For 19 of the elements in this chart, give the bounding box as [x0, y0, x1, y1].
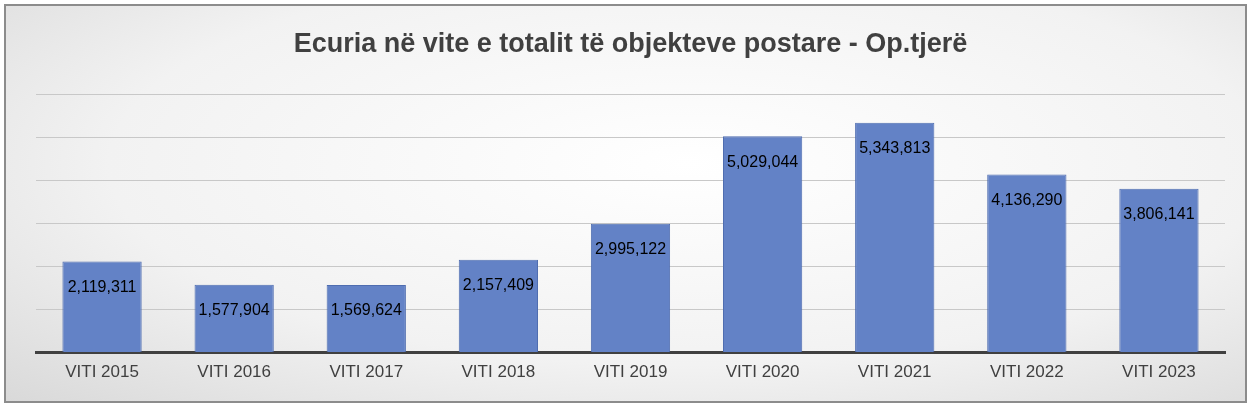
x-tick-label: VITI 2018	[461, 362, 536, 382]
x-tick-label: VITI 2015	[65, 362, 139, 382]
data-label: 2,119,311	[67, 277, 137, 295]
x-tick-label: VITI 2019	[593, 362, 668, 382]
x-tick-label: VITI 2020	[725, 362, 800, 382]
x-tick-label: VITI 2022	[989, 362, 1064, 382]
x-tick-label: VITI 2023	[1122, 362, 1196, 382]
data-label: 3,806,141	[1123, 205, 1195, 223]
data-label: 1,569,624	[330, 301, 402, 319]
data-label: 2,995,122	[594, 240, 667, 258]
x-tick-label: VITI 2017	[329, 362, 404, 382]
data-label: 2,157,409	[462, 276, 535, 294]
x-tick-label: VITI 2016	[197, 362, 272, 382]
x-tick-label: VITI 2021	[857, 362, 932, 382]
data-label: 5,343,813	[859, 139, 931, 157]
chart-title: Ecuria në vite e totalit të objekteve postare - Op.tjerë	[293, 27, 968, 58]
data-label: 1,577,904	[198, 301, 270, 319]
data-label: 5,029,044	[727, 152, 799, 170]
data-label: 4,136,290	[991, 191, 1063, 209]
